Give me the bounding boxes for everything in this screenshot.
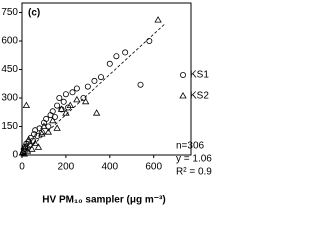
point [38, 129, 45, 136]
point [60, 98, 67, 105]
y-tick-label: 750 [1, 7, 18, 18]
legend-label: KS2 [190, 91, 209, 102]
point [51, 114, 58, 121]
x-tick-label: 0 [19, 162, 25, 173]
fit-line [21, 23, 165, 156]
point [122, 49, 129, 56]
point [21, 143, 29, 150]
point [73, 85, 80, 92]
point [98, 74, 105, 81]
point [154, 16, 162, 23]
point [49, 108, 56, 115]
point [84, 83, 91, 90]
chart: (c) HV PM₁₀ sampler (μg m⁻³) n=306 y = 1… [1, 2, 212, 206]
y-tick-label: 0 [12, 150, 18, 161]
y-tick-label: 300 [1, 93, 18, 104]
point [24, 135, 33, 143]
point [91, 77, 98, 84]
point [113, 53, 120, 60]
point [49, 116, 57, 124]
point [34, 143, 43, 150]
point [62, 91, 69, 98]
point [28, 145, 36, 152]
point [57, 105, 66, 112]
point [73, 95, 81, 103]
point [137, 81, 144, 88]
y-tick-label: 150 [1, 121, 18, 132]
x-tick-label: 200 [58, 162, 75, 173]
x-tick-label: 400 [101, 162, 118, 173]
y-tick-label: 600 [1, 36, 18, 47]
point [56, 95, 63, 102]
point [31, 131, 38, 138]
x-tick-label: 600 [145, 162, 162, 173]
y-tick-label: 450 [1, 64, 18, 75]
point [69, 89, 76, 96]
point [43, 115, 50, 122]
legend-marker [179, 91, 187, 99]
point [66, 101, 74, 108]
point [62, 109, 70, 116]
legend-label: KS1 [190, 70, 209, 81]
plot-frame [21, 2, 192, 156]
annotation: n=306 [176, 141, 205, 152]
point [106, 60, 113, 67]
point [81, 97, 90, 105]
point [44, 128, 53, 135]
x-axis-title: HV PM₁₀ sampler (μg m⁻³) [42, 195, 165, 206]
point [54, 102, 61, 109]
legend-marker [179, 72, 186, 79]
point [146, 38, 153, 45]
point [92, 109, 101, 116]
panel-label: (c) [28, 8, 40, 19]
point [40, 122, 48, 129]
point [53, 124, 61, 131]
point [80, 95, 87, 102]
point [38, 130, 46, 137]
point [31, 139, 39, 146]
annotation: R² = 0.9 [176, 167, 212, 178]
point [22, 101, 31, 108]
annotation: y = 1.06 [176, 154, 212, 165]
